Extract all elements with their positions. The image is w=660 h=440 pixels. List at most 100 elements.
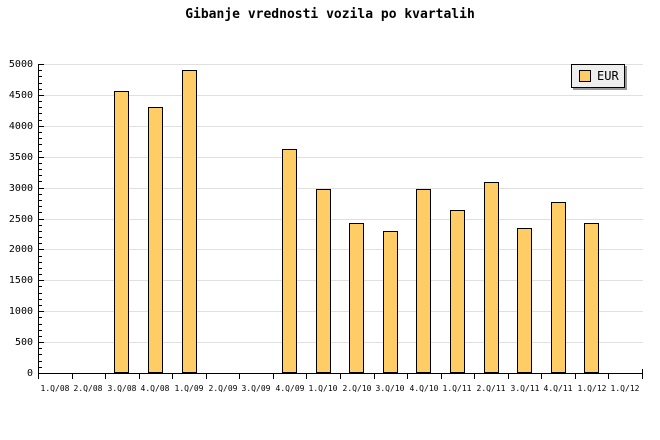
x-tick-label: 1.Q/10: [308, 384, 338, 393]
x-tick-label: 2.Q/09: [208, 384, 238, 393]
x-tick-label: 3.Q/09: [241, 384, 271, 393]
y-major-tick: [39, 188, 44, 189]
y-minor-tick: [39, 330, 42, 331]
y-minor-tick: [39, 237, 42, 238]
y-tick-label: 3500: [8, 152, 33, 163]
gridline: [39, 95, 643, 96]
y-minor-tick: [39, 83, 42, 84]
y-minor-tick: [39, 113, 42, 114]
y-tick-label: 4000: [8, 121, 33, 132]
chart-bar: [349, 223, 364, 373]
y-minor-tick: [39, 181, 42, 182]
y-tick-label: 0: [26, 368, 33, 379]
x-tick-label: 3.Q/08: [107, 384, 137, 393]
x-tick-label: 1.Q/09: [174, 384, 204, 393]
y-minor-tick: [39, 101, 42, 102]
x-tick: [239, 374, 240, 379]
y-minor-tick: [39, 132, 42, 133]
legend-label: EUR: [597, 69, 619, 83]
x-tick-label: 1.Q/11: [442, 384, 472, 393]
gridline: [39, 64, 643, 65]
x-tick-label: 1.Q/12: [577, 384, 607, 393]
x-tick-label: 3.Q/11: [510, 384, 540, 393]
y-major-tick: [39, 219, 44, 220]
x-tick: [273, 374, 274, 379]
gridline: [39, 157, 643, 158]
y-minor-tick: [39, 286, 42, 287]
y-minor-tick: [39, 206, 42, 207]
chart-bar: [282, 149, 297, 373]
x-tick: [172, 374, 173, 379]
chart-title: Gibanje vrednosti vozila po kvartalih: [185, 7, 475, 22]
x-tick: [608, 374, 609, 379]
x-tick: [72, 374, 73, 379]
y-tick-label: 1500: [8, 275, 33, 286]
x-tick: [642, 369, 643, 373]
x-tick: [105, 374, 106, 379]
x-tick: [508, 374, 509, 379]
y-tick-label: 500: [14, 337, 33, 348]
x-tick-label: 3.Q/10: [375, 384, 405, 393]
chart-bar: [416, 189, 431, 373]
y-major-tick: [39, 280, 44, 281]
y-minor-tick: [39, 243, 42, 244]
x-tick: [575, 374, 576, 379]
x-tick-label: 4.Q/10: [409, 384, 439, 393]
x-tick-label: 2.Q/08: [73, 384, 103, 393]
y-minor-tick: [39, 89, 42, 90]
y-minor-tick: [39, 256, 42, 257]
y-major-tick: [39, 126, 44, 127]
gridline: [39, 219, 643, 220]
y-minor-tick: [39, 361, 42, 362]
x-tick: [642, 374, 643, 379]
y-minor-tick: [39, 212, 42, 213]
y-major-tick: [39, 95, 44, 96]
x-tick: [139, 374, 140, 379]
x-tick: [306, 374, 307, 379]
y-tick-label: 2000: [8, 244, 33, 255]
y-major-tick: [39, 311, 44, 312]
chart-bar: [517, 228, 532, 373]
y-minor-tick: [39, 200, 42, 201]
x-tick: [374, 374, 375, 379]
chart-bar: [383, 231, 398, 373]
x-tick: [541, 374, 542, 379]
x-tick-label: 2.Q/10: [342, 384, 372, 393]
legend: EUR: [571, 64, 625, 88]
x-tick-label: 4.Q/08: [140, 384, 170, 393]
y-minor-tick: [39, 107, 42, 108]
y-major-tick: [39, 249, 44, 250]
y-major-tick: [39, 157, 44, 158]
gridline: [39, 280, 643, 281]
y-tick-label: 3000: [8, 183, 33, 194]
y-minor-tick: [39, 317, 42, 318]
y-minor-tick: [39, 70, 42, 71]
chart-bar: [551, 202, 566, 373]
gridline: [39, 126, 643, 127]
y-minor-tick: [39, 151, 42, 152]
gridline: [39, 249, 643, 250]
chart-bar: [584, 223, 599, 373]
x-tick-label: 1.Q/12: [610, 384, 640, 393]
y-minor-tick: [39, 336, 42, 337]
y-minor-tick: [39, 231, 42, 232]
gridline: [39, 342, 643, 343]
y-minor-tick: [39, 138, 42, 139]
y-major-tick: [39, 342, 44, 343]
y-major-tick: [39, 64, 44, 65]
y-minor-tick: [39, 293, 42, 294]
y-minor-tick: [39, 262, 42, 263]
y-minor-tick: [39, 268, 42, 269]
y-minor-tick: [39, 144, 42, 145]
y-minor-tick: [39, 76, 42, 77]
chart-bar: [450, 210, 465, 373]
x-tick: [340, 374, 341, 379]
y-tick-label: 2500: [8, 214, 33, 225]
y-minor-tick: [39, 120, 42, 121]
y-tick-label: 4500: [8, 90, 33, 101]
chart-bar: [148, 107, 163, 373]
y-minor-tick: [39, 175, 42, 176]
y-minor-tick: [39, 367, 42, 368]
y-minor-tick: [39, 354, 42, 355]
